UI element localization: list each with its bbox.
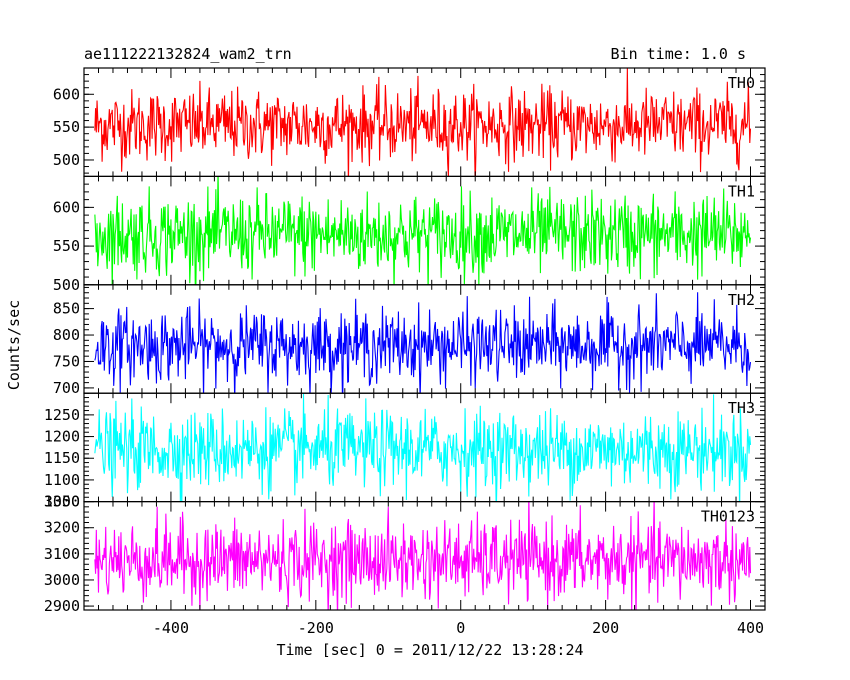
panel-name-th1: TH1 (728, 182, 755, 200)
y-tick-label: 2900 (44, 597, 80, 615)
y-tick-label: 750 (53, 352, 80, 370)
panel-frame-th0123 (83, 501, 766, 611)
traces (94, 68, 752, 611)
y-tick-label: 600 (53, 198, 80, 216)
x-axis-label: Time [sec] 0 = 2011/12/22 13:28:24 (276, 641, 583, 659)
y-tick-label: 3000 (44, 571, 80, 589)
axis-labels: 500 550 600 TH0 500 550 600 TH1 700 750 800 850 TH2 1… (44, 74, 764, 637)
y-tick-label: 3100 (44, 545, 80, 563)
y-tick-label: 3200 (44, 519, 80, 537)
y-tick-label: 850 (53, 300, 80, 318)
x-tick-label: 200 (592, 619, 619, 637)
trace-th0 (94, 68, 752, 177)
x-tick-label: 400 (737, 619, 764, 637)
y-tick-label: 800 (53, 326, 80, 344)
trace-th0123 (94, 501, 752, 611)
chart-title: ae111222132824_wam2_trn (84, 45, 292, 63)
y-tick-label: 550 (53, 237, 80, 255)
y-tick-label: 1100 (44, 471, 80, 489)
panel-name-th2: TH2 (728, 291, 755, 309)
y-tick-label: 550 (53, 118, 80, 136)
trace-th2 (94, 292, 752, 394)
bin-time-label: Bin time: 1.0 s (610, 45, 746, 63)
y-tick-label: 500 (53, 151, 80, 169)
trace-th1 (94, 176, 752, 285)
y-tick-label: 500 (53, 276, 80, 294)
trace-th3 (94, 393, 752, 502)
x-tick-label: -400 (153, 619, 189, 637)
y-tick-label: 1050 (44, 493, 80, 511)
y-axis-label: Counts/sec (5, 300, 23, 390)
panel-frames (83, 67, 766, 611)
panel-name-th3: TH3 (728, 399, 755, 417)
x-tick-label: -200 (298, 619, 334, 637)
x-tick-label: 0 (456, 619, 465, 637)
y-tick-label: 1200 (44, 428, 80, 446)
panel-name-th0123: TH0123 (701, 508, 755, 526)
y-tick-label: 700 (53, 379, 80, 397)
y-tick-label: 3300 (44, 493, 80, 511)
y-tick-label: 1250 (44, 406, 80, 424)
y-tick-label: 600 (53, 85, 80, 103)
panel-name-th0: TH0 (728, 74, 755, 92)
y-tick-label: 1150 (44, 449, 80, 467)
